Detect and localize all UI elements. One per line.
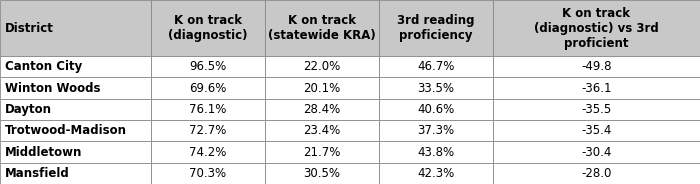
Bar (493, 120, 700, 141)
Text: Middletown: Middletown (5, 146, 83, 159)
Bar (0, 0, 150, 56)
Bar (379, 56, 493, 77)
Text: 74.2%: 74.2% (189, 146, 226, 159)
Text: 76.1%: 76.1% (189, 103, 226, 116)
Bar (493, 56, 700, 77)
Text: -49.8: -49.8 (581, 60, 612, 73)
Bar (150, 77, 265, 99)
Bar (0, 141, 150, 163)
Bar (493, 99, 700, 120)
Bar (0, 77, 150, 99)
Text: 30.5%: 30.5% (303, 167, 340, 180)
Text: District: District (5, 22, 54, 35)
Text: 96.5%: 96.5% (189, 60, 226, 73)
Bar (265, 77, 379, 99)
Bar (265, 141, 379, 163)
Bar (0, 163, 150, 184)
Text: -35.4: -35.4 (581, 124, 612, 137)
Text: -36.1: -36.1 (581, 82, 612, 95)
Bar (493, 77, 700, 99)
Text: 69.6%: 69.6% (189, 82, 226, 95)
Bar (0, 99, 150, 120)
Text: -28.0: -28.0 (581, 167, 612, 180)
Text: Canton City: Canton City (5, 60, 82, 73)
Bar (265, 56, 379, 77)
Text: 46.7%: 46.7% (417, 60, 454, 73)
Text: 70.3%: 70.3% (189, 167, 226, 180)
Text: 3rd reading
proficiency: 3rd reading proficiency (397, 14, 475, 42)
Text: 28.4%: 28.4% (303, 103, 340, 116)
Text: 33.5%: 33.5% (417, 82, 454, 95)
Bar (379, 99, 493, 120)
Bar (379, 77, 493, 99)
Bar (493, 141, 700, 163)
Bar (379, 163, 493, 184)
Bar (150, 0, 265, 56)
Bar (150, 56, 265, 77)
Bar (0, 120, 150, 141)
Text: 37.3%: 37.3% (417, 124, 454, 137)
Text: Winton Woods: Winton Woods (5, 82, 100, 95)
Text: 21.7%: 21.7% (303, 146, 340, 159)
Text: -30.4: -30.4 (581, 146, 612, 159)
Text: 43.8%: 43.8% (417, 146, 454, 159)
Text: K on track
(diagnostic) vs 3rd
proficient: K on track (diagnostic) vs 3rd proficien… (534, 7, 659, 49)
Bar (493, 0, 700, 56)
Text: 42.3%: 42.3% (417, 167, 454, 180)
Bar (493, 163, 700, 184)
Text: -35.5: -35.5 (581, 103, 612, 116)
Bar (379, 0, 493, 56)
Bar (150, 120, 265, 141)
Text: 20.1%: 20.1% (303, 82, 340, 95)
Bar (150, 99, 265, 120)
Bar (379, 120, 493, 141)
Bar (265, 163, 379, 184)
Text: 23.4%: 23.4% (303, 124, 340, 137)
Text: 72.7%: 72.7% (189, 124, 226, 137)
Text: Dayton: Dayton (5, 103, 52, 116)
Text: K on track
(diagnostic): K on track (diagnostic) (168, 14, 247, 42)
Bar (0, 56, 150, 77)
Bar (150, 163, 265, 184)
Bar (379, 141, 493, 163)
Text: K on track
(statewide KRA): K on track (statewide KRA) (268, 14, 375, 42)
Bar (265, 120, 379, 141)
Text: 22.0%: 22.0% (303, 60, 340, 73)
Text: 40.6%: 40.6% (417, 103, 454, 116)
Bar (150, 141, 265, 163)
Text: Trotwood-Madison: Trotwood-Madison (5, 124, 127, 137)
Bar (265, 99, 379, 120)
Bar (265, 0, 379, 56)
Text: Mansfield: Mansfield (5, 167, 70, 180)
